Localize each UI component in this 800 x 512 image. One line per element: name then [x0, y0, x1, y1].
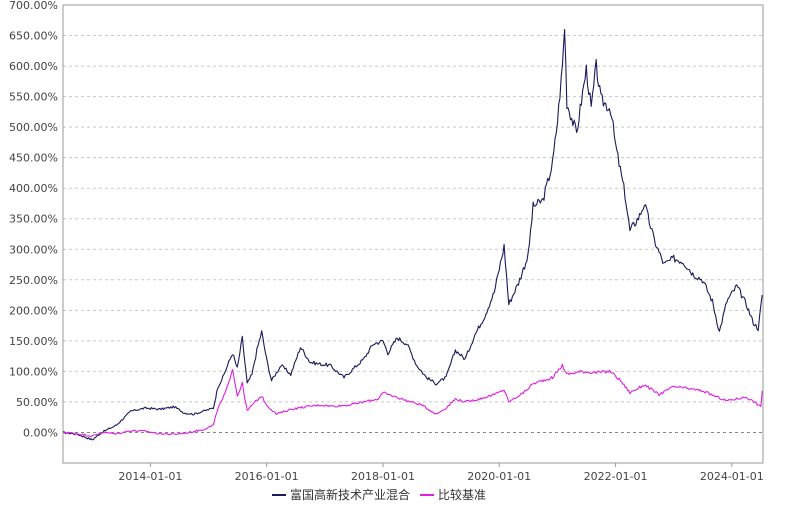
y-tick-label: 500.00%	[9, 121, 58, 134]
legend: 富国高新技术产业混合 比较基准	[272, 487, 486, 502]
x-tick-label: 2024-01-01	[700, 470, 764, 483]
series-line-2	[62, 363, 763, 438]
legend-label-2: 比较基准	[438, 487, 486, 502]
x-tick-label: 2018-01-01	[351, 470, 415, 483]
plot-frame	[62, 4, 764, 464]
y-tick-label: 650.00%	[9, 30, 58, 43]
y-tick-label: 150.00%	[9, 335, 58, 348]
series-lines	[62, 28, 763, 441]
x-tick-label: 2020-01-01	[467, 470, 531, 483]
y-tick-label: 0.00%	[23, 426, 58, 439]
x-tick-label: 2022-01-01	[584, 470, 648, 483]
y-tick-label: 300.00%	[9, 243, 58, 256]
y-tick-label: 350.00%	[9, 213, 58, 226]
y-tick-label: 450.00%	[9, 152, 58, 165]
y-tick-label: 600.00%	[9, 60, 58, 73]
x-tick-label: 2014-01-01	[118, 470, 182, 483]
y-tick-label: 400.00%	[9, 182, 58, 195]
y-tick-label: 100.00%	[9, 365, 58, 378]
series-line-1	[62, 28, 763, 441]
grid	[63, 35, 763, 433]
y-tick-label: 700.00%	[9, 0, 58, 12]
x-tick-label: 2016-01-01	[235, 470, 299, 483]
legend-label-1: 富国高新技术产业混合	[290, 487, 410, 502]
axes: 0.00% 50.00% 100.00% 150.00% 200.00% 250.00% 3…	[9, 0, 764, 483]
y-tick-label: 550.00%	[9, 91, 58, 104]
y-tick-label: 250.00%	[9, 274, 58, 287]
y-tick-label: 200.00%	[9, 304, 58, 317]
y-tick-label: 50.00%	[16, 396, 58, 409]
